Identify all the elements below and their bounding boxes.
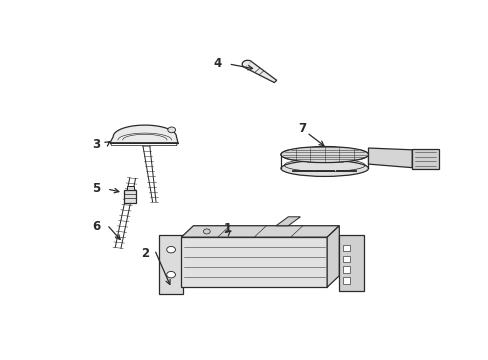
Text: 6: 6 bbox=[92, 220, 100, 233]
Polygon shape bbox=[276, 217, 300, 226]
FancyBboxPatch shape bbox=[126, 186, 133, 190]
FancyBboxPatch shape bbox=[181, 237, 326, 287]
Polygon shape bbox=[242, 60, 250, 67]
Text: 4: 4 bbox=[213, 57, 222, 71]
FancyBboxPatch shape bbox=[343, 256, 350, 262]
Circle shape bbox=[166, 247, 175, 253]
Polygon shape bbox=[181, 226, 339, 237]
FancyBboxPatch shape bbox=[339, 235, 363, 291]
Polygon shape bbox=[326, 226, 339, 287]
Polygon shape bbox=[244, 61, 276, 82]
Circle shape bbox=[203, 229, 210, 234]
FancyBboxPatch shape bbox=[124, 190, 136, 203]
Polygon shape bbox=[110, 125, 178, 143]
Text: 3: 3 bbox=[92, 138, 100, 151]
FancyBboxPatch shape bbox=[159, 235, 183, 294]
Ellipse shape bbox=[281, 160, 368, 176]
Circle shape bbox=[167, 127, 175, 133]
Circle shape bbox=[166, 271, 175, 278]
FancyBboxPatch shape bbox=[411, 149, 438, 170]
Text: 7: 7 bbox=[297, 122, 305, 135]
Polygon shape bbox=[368, 148, 411, 168]
Text: 5: 5 bbox=[92, 183, 100, 195]
Ellipse shape bbox=[281, 147, 368, 163]
Text: 1: 1 bbox=[223, 222, 231, 235]
Text: 2: 2 bbox=[141, 247, 148, 260]
FancyBboxPatch shape bbox=[343, 245, 350, 251]
FancyBboxPatch shape bbox=[343, 266, 350, 273]
FancyBboxPatch shape bbox=[343, 277, 350, 284]
